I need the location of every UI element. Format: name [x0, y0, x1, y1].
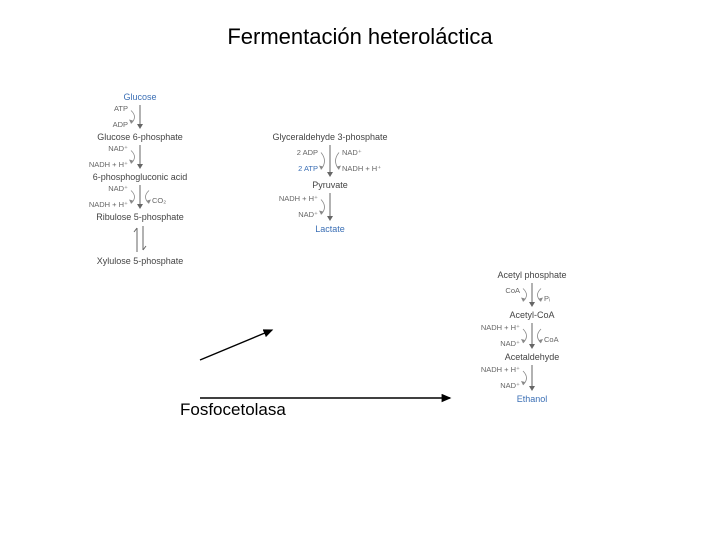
- compound-label: Ethanol: [517, 394, 548, 404]
- cofactor-right: CO₂: [152, 189, 166, 205]
- cofactor-left: NAD⁺NADH + H⁺: [89, 145, 128, 170]
- enzyme-label: Fosfocetolasa: [180, 400, 286, 420]
- pathway-column-2: Glyceraldehyde 3-phosphate2 ADP2 ATPNAD⁺…: [250, 132, 410, 234]
- page-title: Fermentación heteroláctica: [0, 24, 720, 50]
- compound-label: Acetyl-CoA: [509, 310, 554, 320]
- pathway-column-1: Glucose ATPADP Glucose 6-phosphate NAD⁺NADH…: [80, 92, 200, 266]
- cofactor-left: CoA: [505, 287, 520, 303]
- cofactor-left: NADH + H⁺NAD⁺: [279, 195, 318, 220]
- reaction-step: NADH + H⁺NAD⁺CoA: [520, 322, 544, 350]
- compound-label: Pyruvate: [312, 180, 348, 190]
- cofactor-left: NADH + H⁺NAD⁺: [481, 366, 520, 391]
- cofactor-left: NADH + H⁺NAD⁺: [481, 324, 520, 349]
- cofactor-right: NAD⁺NADH + H⁺: [342, 149, 381, 174]
- cofactor-right: Pᵢ: [544, 287, 550, 303]
- compound-label: Glucose: [123, 92, 156, 102]
- compound-label: Glyceraldehyde 3-phosphate: [272, 132, 387, 142]
- cofactor-right: CoA: [544, 328, 559, 344]
- reaction-step: 2 ADP2 ATPNAD⁺NADH + H⁺: [318, 144, 342, 178]
- reaction-step: CoAPᵢ: [520, 282, 544, 308]
- cofactor-left: 2 ADP2 ATP: [297, 149, 318, 174]
- equilibrium-arrow: [129, 224, 151, 254]
- reaction-step: NADH + H⁺NAD⁺: [318, 192, 342, 222]
- reaction-step: ATPADP: [128, 104, 152, 130]
- compound-label: 6-phosphogluconic acid: [93, 172, 188, 182]
- compound-label: Xylulose 5-phosphate: [97, 256, 184, 266]
- compound-label: Ribulose 5-phosphate: [96, 212, 184, 222]
- branch-arrows: [0, 0, 720, 540]
- cofactor-left: NAD⁺NADH + H⁺: [89, 185, 128, 210]
- compound-label: Lactate: [315, 224, 345, 234]
- cofactor-left: ATPADP: [113, 105, 128, 130]
- reaction-step: NADH + H⁺NAD⁺: [520, 364, 544, 392]
- compound-label: Acetyl phosphate: [497, 270, 566, 280]
- reaction-step: NAD⁺NADH + H⁺: [128, 144, 152, 170]
- reaction-step: NAD⁺NADH + H⁺CO₂: [128, 184, 152, 210]
- pathway-column-3: Acetyl phosphateCoAPᵢAcetyl-CoANADH + H⁺…: [462, 270, 602, 404]
- compound-label: Glucose 6-phosphate: [97, 132, 183, 142]
- compound-label: Acetaldehyde: [505, 352, 560, 362]
